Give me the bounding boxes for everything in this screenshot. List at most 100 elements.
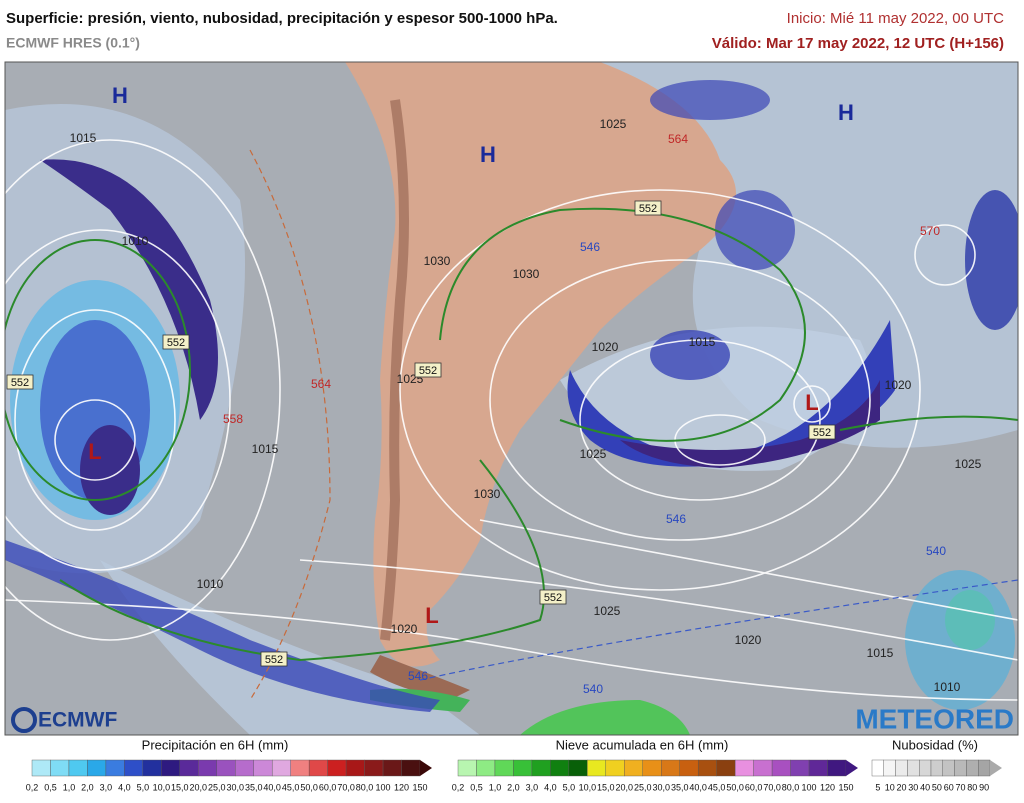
legend-tick-label: 90 xyxy=(979,782,989,792)
isobar-label: 1015 xyxy=(689,335,716,349)
legend-tick-label: 35,0 xyxy=(245,782,263,792)
label-box xyxy=(808,424,836,440)
thickness-label: 552 xyxy=(11,377,29,389)
legend-swatch xyxy=(550,759,570,777)
isobars xyxy=(5,139,1018,701)
legend-swatch xyxy=(494,759,514,777)
legend-title: Nieve acumulada en 6H (mm) xyxy=(556,737,729,752)
precipitation xyxy=(650,80,770,120)
legend-arrow xyxy=(990,760,1002,776)
legend-tick-label: 70,0 xyxy=(763,782,781,792)
legend-swatch xyxy=(716,759,736,777)
legend-swatch xyxy=(345,759,365,777)
legend-swatch xyxy=(364,759,384,777)
legend-tick-label: 5 xyxy=(875,782,880,792)
thickness-line xyxy=(839,415,1018,431)
legend-tick-label: 70,0 xyxy=(337,782,355,792)
thickness-label: 552 xyxy=(265,654,283,666)
legend-tick-label: 4,0 xyxy=(118,782,131,792)
andes xyxy=(380,99,409,641)
legend-tick-label: 35,0 xyxy=(671,782,689,792)
legend-tick-label: 80,0 xyxy=(782,782,800,792)
legend-swatch xyxy=(978,759,991,777)
legend-tick-label: 150 xyxy=(412,782,427,792)
legend-tick-label: 10 xyxy=(885,782,895,792)
precipitation xyxy=(715,190,795,270)
legend-tick-label: 20 xyxy=(896,782,906,792)
label-box xyxy=(260,651,288,667)
isobar-label: 1020 xyxy=(592,340,619,354)
legend-tick-label: 50,0 xyxy=(726,782,744,792)
high-label: H xyxy=(480,142,496,167)
legend-swatch xyxy=(697,759,717,777)
legend-tick-label: 120 xyxy=(820,782,835,792)
legend-tick-label: 1,0 xyxy=(63,782,76,792)
high-label: H xyxy=(112,83,128,108)
ecmwf-logo: ECMWF xyxy=(11,707,117,733)
label-box xyxy=(539,589,567,605)
legend-tick-label: 25,0 xyxy=(634,782,652,792)
low-label: L xyxy=(88,439,101,464)
legend-tick-label: 3,0 xyxy=(526,782,539,792)
logo-text: METEORED xyxy=(855,703,1014,734)
legend-swatch xyxy=(808,759,828,777)
legend-swatch xyxy=(290,759,310,777)
thickness-label: 552 xyxy=(544,592,562,604)
thickness-label: 546 xyxy=(580,240,600,254)
snow xyxy=(520,700,690,735)
high-label: H xyxy=(838,100,854,125)
legend-swatch xyxy=(883,759,896,777)
legend-swatch xyxy=(753,759,773,777)
legend-swatch xyxy=(907,759,920,777)
isobar-label: 1015 xyxy=(252,442,279,456)
legend-swatch xyxy=(401,759,421,777)
isobar-label: 1020 xyxy=(391,622,418,636)
legend-swatch xyxy=(771,759,791,777)
label-box xyxy=(634,200,662,216)
legend-tick-label: 60 xyxy=(944,782,954,792)
legend-swatch xyxy=(308,759,328,777)
legend-tick-label: 40,0 xyxy=(689,782,707,792)
legend-swatch xyxy=(271,759,291,777)
legend-tick-label: 100 xyxy=(802,782,817,792)
thickness-label: 558 xyxy=(223,412,243,426)
legend-swatch xyxy=(327,759,347,777)
init-time: Inicio: Mié 11 may 2022, 00 UTC xyxy=(787,10,1004,27)
isobar-label: 1015 xyxy=(867,646,894,660)
legend-swatch xyxy=(954,759,967,777)
legend-swatch xyxy=(679,759,699,777)
legend-tick-label: 10,0 xyxy=(153,782,171,792)
legend-tick-label: 0,2 xyxy=(26,782,39,792)
precipitation xyxy=(905,570,1015,710)
legend-swatch xyxy=(790,759,810,777)
thickness-line xyxy=(419,579,1018,681)
legend-swatch xyxy=(605,759,625,777)
thickness-label: 570 xyxy=(920,224,940,238)
legend-swatch xyxy=(531,759,551,777)
legend-tick-label: 120 xyxy=(394,782,409,792)
thickness-label: 552 xyxy=(419,365,437,377)
legend-swatch xyxy=(642,759,662,777)
legend-tick-label: 60,0 xyxy=(745,782,763,792)
legend-swatch xyxy=(382,759,402,777)
legend-swatch xyxy=(734,759,754,777)
valid-time: Válido: Mar 17 may 2022, 12 UTC (H+156) xyxy=(712,35,1004,52)
legend-tick-label: 5,0 xyxy=(137,782,150,792)
thickness-label: 552 xyxy=(167,337,185,349)
legend-tick-label: 1,0 xyxy=(489,782,502,792)
legend-swatch xyxy=(871,759,885,777)
legend-tick-label: 60,0 xyxy=(319,782,337,792)
legend-tick-label: 0,5 xyxy=(470,782,483,792)
legend-swatch xyxy=(31,759,51,777)
legend-swatch xyxy=(216,759,236,777)
legend-tick-label: 80,0 xyxy=(356,782,374,792)
precipitation xyxy=(5,540,440,712)
legend-swatch xyxy=(661,759,680,777)
title: Superficie: presión, viento, nubosidad, … xyxy=(6,10,558,27)
legend-swatch xyxy=(930,759,944,777)
cloud-area xyxy=(560,62,1018,448)
label-box xyxy=(414,362,442,378)
legend-swatch xyxy=(827,759,847,777)
legend-swatch xyxy=(253,759,273,777)
